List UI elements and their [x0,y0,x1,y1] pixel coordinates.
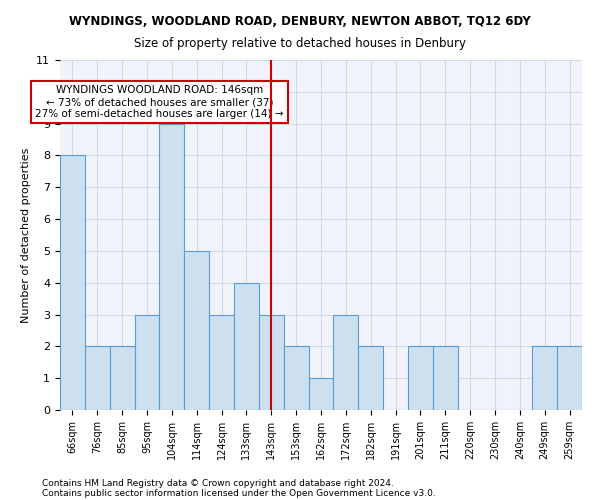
Bar [60,156,85,410]
Bar [110,346,134,410]
Text: Contains public sector information licensed under the Open Government Licence v3: Contains public sector information licen… [42,488,436,498]
Text: Size of property relative to detached houses in Denbury: Size of property relative to detached ho… [134,38,466,51]
Bar [308,378,334,410]
Text: Contains HM Land Registry data © Crown copyright and database right 2024.: Contains HM Land Registry data © Crown c… [42,478,394,488]
Bar [85,346,110,410]
Bar [209,314,234,410]
Bar [433,346,458,410]
Bar [134,314,160,410]
Y-axis label: Number of detached properties: Number of detached properties [21,148,31,322]
Text: WYNDINGS WOODLAND ROAD: 146sqm
← 73% of detached houses are smaller (37)
27% of : WYNDINGS WOODLAND ROAD: 146sqm ← 73% of … [35,86,284,118]
Bar [160,124,184,410]
Text: WYNDINGS, WOODLAND ROAD, DENBURY, NEWTON ABBOT, TQ12 6DY: WYNDINGS, WOODLAND ROAD, DENBURY, NEWTON… [69,15,531,28]
Bar [234,282,259,410]
Bar [532,346,557,410]
Bar [259,314,284,410]
Bar [184,251,209,410]
Bar [284,346,308,410]
Bar [557,346,582,410]
Bar [358,346,383,410]
Bar [334,314,358,410]
Bar [408,346,433,410]
